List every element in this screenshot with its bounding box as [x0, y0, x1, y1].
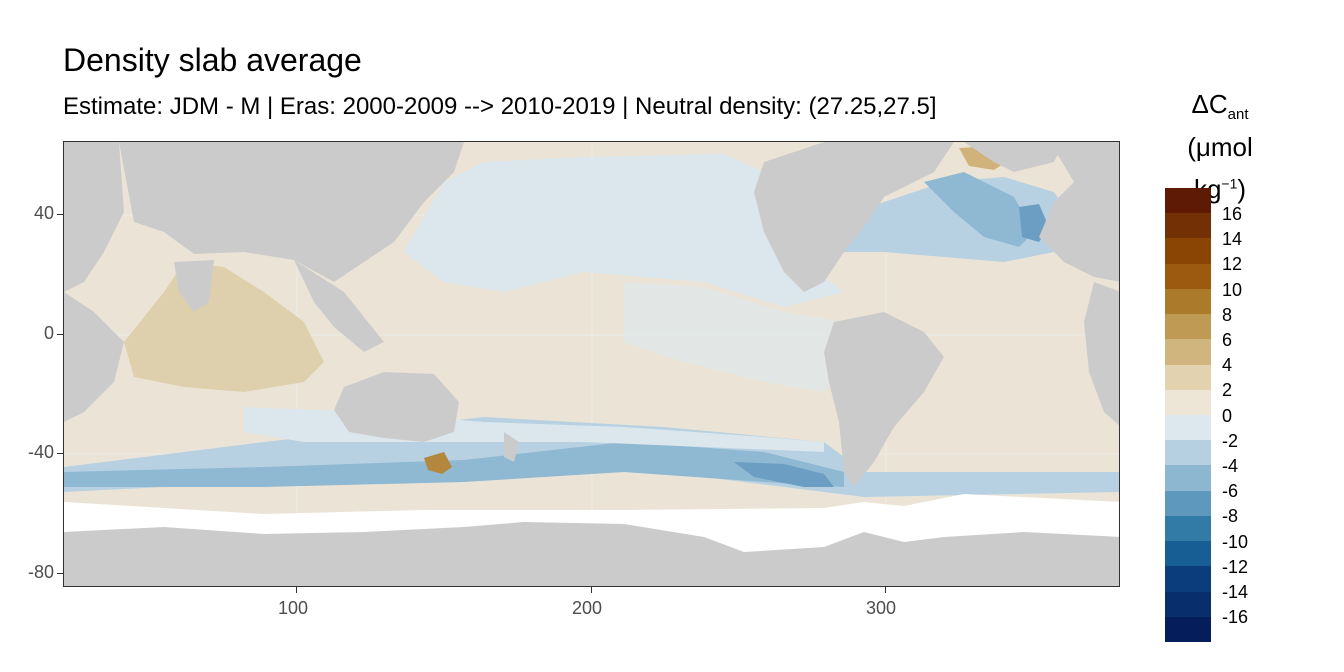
legend-swatch [1165, 616, 1211, 643]
southern-ocean-band-neg6 [734, 462, 834, 487]
legend-label: 10 [1222, 279, 1243, 300]
ytick-mark-neg40 [57, 453, 63, 454]
legend-swatch [1165, 465, 1211, 492]
tasman-positive-spot [424, 452, 452, 474]
legend-label: -12 [1222, 556, 1249, 577]
legend-label: -4 [1222, 456, 1239, 476]
legend-swatch [1165, 566, 1211, 593]
xtick-label-100: 100 [278, 598, 309, 618]
legend-swatch [1165, 314, 1211, 340]
pacific-negative-region [404, 154, 844, 307]
legend-unit-post: ) [1237, 173, 1247, 204]
xtick-mark-100 [296, 587, 297, 593]
xtick-mark-200 [591, 587, 592, 593]
map-panel [63, 141, 1120, 587]
land-india [174, 260, 214, 312]
legend-swatch [1165, 389, 1211, 416]
legend-swatch [1165, 213, 1211, 239]
legend-colorbar [1165, 188, 1211, 643]
legend-swatch [1165, 364, 1211, 391]
legend-label: 12 [1222, 254, 1243, 275]
land-africa [64, 142, 124, 292]
chart-subtitle: Estimate: JDM - M | Eras: 2000-2009 --> … [63, 93, 937, 120]
ytick-label-40: 40 [33, 203, 54, 223]
land-asia-se [294, 260, 384, 352]
southern-ocean-band-neg4 [64, 442, 844, 487]
xtick-mark-300 [885, 587, 886, 593]
legend-label: -6 [1222, 481, 1239, 502]
legend-title-main: ΔC [1191, 89, 1228, 119]
land-newzealand [504, 432, 519, 462]
land-antarctica [64, 522, 1119, 586]
legend-title-sub: ant [1227, 106, 1249, 124]
ytick-label-neg40: -40 [27, 442, 54, 462]
legend-swatch [1165, 288, 1211, 315]
legend-swatch [1165, 188, 1211, 214]
legend-label: 16 [1222, 204, 1243, 224]
ytick-label-0: 0 [43, 323, 54, 343]
legend-swatch [1165, 591, 1211, 618]
legend-label: 2 [1222, 380, 1233, 401]
land-africa-east [1084, 282, 1119, 426]
chart-title: Density slab average [63, 42, 362, 78]
pacific-negative-east [624, 282, 854, 392]
north-atlantic-negative-strong [924, 172, 1034, 247]
land-south-america [824, 312, 944, 487]
land-masses [64, 142, 1119, 586]
land-north-america [754, 142, 954, 292]
ytick-mark-neg80 [57, 573, 63, 574]
legend-swatch [1165, 440, 1211, 466]
legend-swatch [1165, 415, 1211, 441]
land-asia [119, 142, 464, 282]
xtick-label-300: 300 [866, 598, 897, 618]
ytick-mark-0 [57, 334, 63, 335]
legend-label: -10 [1222, 531, 1249, 552]
land-africa-south [64, 292, 124, 422]
legend-swatch [1165, 541, 1211, 567]
land-australia [334, 372, 459, 442]
legend-label: 8 [1222, 304, 1233, 325]
legend-label: -8 [1222, 506, 1239, 527]
indian-ocean-positive-region [124, 262, 324, 392]
legend-label: 6 [1222, 330, 1233, 350]
legend-swatch [1165, 238, 1211, 265]
legend-label: -2 [1222, 430, 1239, 451]
land-europe [1039, 142, 1119, 282]
ytick-mark-40 [57, 214, 63, 215]
xtick-label-200: 200 [572, 598, 603, 618]
legend-swatch [1165, 515, 1211, 542]
legend-unit-sup: −1 [1221, 175, 1238, 192]
legend-swatch [1165, 339, 1211, 366]
legend-label: 14 [1222, 229, 1243, 250]
legend-swatch [1165, 263, 1211, 290]
legend-label: 0 [1222, 405, 1233, 426]
ytick-label-neg80: -80 [27, 562, 54, 582]
legend-label: -16 [1222, 607, 1249, 628]
density-map [64, 142, 1119, 586]
legend-swatch [1165, 490, 1211, 517]
legend-label: -14 [1222, 582, 1249, 602]
land-greenland [964, 142, 1064, 172]
legend-label: 4 [1222, 355, 1233, 376]
